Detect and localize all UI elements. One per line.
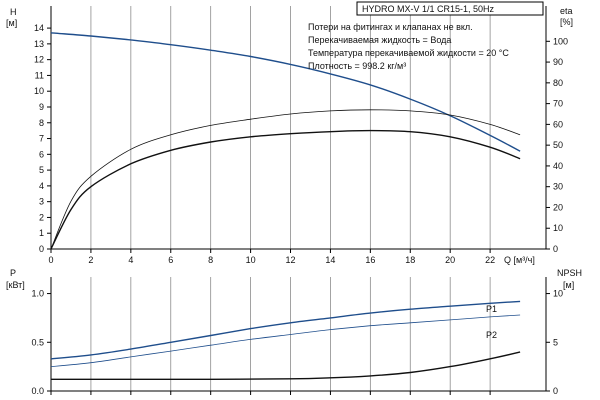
y-right-tick-label: 90 bbox=[553, 57, 563, 67]
y-left-tick-label: 9 bbox=[39, 102, 44, 112]
y-left-tick-label: 5 bbox=[39, 165, 44, 175]
bot-series-line-0 bbox=[50, 300, 521, 360]
y-left-tick-label: 11 bbox=[35, 70, 44, 80]
y-left-tick-label: 0.5 bbox=[31, 337, 44, 347]
eta-axis-label: eta bbox=[560, 6, 573, 16]
x-tick-label: 0 bbox=[48, 255, 53, 265]
x-tick-label: 16 bbox=[365, 255, 375, 265]
head-axis-label: H bbox=[10, 7, 17, 17]
y-right-tick-label: 0 bbox=[553, 244, 558, 254]
y-left-tick-label: 6 bbox=[39, 149, 44, 159]
y-left-tick-label: 12 bbox=[34, 55, 44, 65]
x-tick-label: 20 bbox=[445, 255, 455, 265]
npsh-axis-unit: [м] bbox=[563, 280, 574, 290]
y-left-tick-label: 1 bbox=[39, 228, 44, 238]
eta-axis-unit: [%] bbox=[560, 17, 573, 27]
y-left-tick-label: 14 bbox=[34, 23, 44, 33]
bot-series-line-1 bbox=[50, 314, 521, 367]
y-right-tick-label: 10 bbox=[553, 223, 563, 233]
y-right-tick-label: 40 bbox=[553, 161, 563, 171]
y-left-tick-label: 10 bbox=[34, 86, 44, 96]
y-right-tick-label: 70 bbox=[553, 99, 563, 109]
head-axis-unit: [м] bbox=[6, 18, 17, 28]
y-right-tick-label: 5 bbox=[553, 337, 558, 347]
x-tick-label: 18 bbox=[405, 255, 415, 265]
power-ticks: 0.0 0.5 1.0 0 5 10 bbox=[31, 289, 563, 396]
y-left-tick-label: 4 bbox=[39, 181, 44, 191]
y-left-tick-label: 13 bbox=[34, 39, 44, 49]
top-series-line-0 bbox=[50, 32, 521, 152]
x-tick-label: 2 bbox=[88, 255, 93, 265]
top-series-line-2 bbox=[50, 129, 521, 250]
x-tick-label: 12 bbox=[286, 255, 296, 265]
flow-axis-label: Q [м³/ч] bbox=[504, 255, 535, 265]
power-npsh-panel: 0.0 0.5 1.0 0 5 10 P [кВт] NPSH [м] P1 P2 bbox=[6, 268, 582, 396]
y-right-tick-label: 10 bbox=[553, 289, 563, 299]
pump-title: HYDRO MX-V 1/1 CR15-1, 50Hz bbox=[362, 4, 495, 14]
y-left-tick-label: 0.0 bbox=[31, 386, 44, 396]
x-tick-label: 14 bbox=[325, 255, 335, 265]
note-line: Температура перекачиваемой жидкости = 20… bbox=[308, 48, 509, 58]
y-right-tick-label: 80 bbox=[553, 78, 563, 88]
y-right-tick-label: 100 bbox=[553, 36, 568, 46]
series-label-p1: P1 bbox=[486, 304, 497, 314]
y-right-tick-label: 60 bbox=[553, 119, 563, 129]
top-series-line-1 bbox=[50, 109, 521, 250]
pump-title-box bbox=[356, 1, 544, 16]
y-left-tick-label: 2 bbox=[39, 212, 44, 222]
performance-series bbox=[50, 32, 521, 250]
power-axis-unit: [кВт] bbox=[6, 280, 25, 290]
conditions-notes: Потери на фитингах и клапанах не вкл. Пе… bbox=[308, 22, 509, 71]
performance-ticks: 0 2 4 6 8 10 12 14 16 18 20 22012345678910111213140… bbox=[34, 23, 568, 265]
note-line: Потери на фитингах и клапанах не вкл. bbox=[308, 22, 473, 32]
x-tick-label: 22 bbox=[485, 255, 495, 265]
npsh-axis-label: NPSH bbox=[557, 268, 582, 278]
y-left-tick-label: 1.0 bbox=[31, 289, 44, 299]
series-label-p2: P2 bbox=[486, 330, 497, 340]
x-tick-label: 6 bbox=[168, 255, 173, 265]
y-right-tick-label: 20 bbox=[553, 202, 563, 212]
performance-grid bbox=[90, 6, 491, 249]
y-right-tick-label: 30 bbox=[553, 182, 563, 192]
performance-panel: 0 2 4 6 8 10 12 14 16 18 20 22012345678910111213140… bbox=[6, 1, 573, 265]
y-right-tick-label: 0 bbox=[553, 386, 558, 396]
x-tick-label: 4 bbox=[128, 255, 133, 265]
y-left-tick-label: 0 bbox=[39, 244, 44, 254]
y-left-tick-label: 8 bbox=[39, 118, 44, 128]
power-axis-label: P bbox=[10, 268, 16, 278]
y-right-tick-label: 50 bbox=[553, 140, 563, 150]
note-line: Плотность = 998.2 кг/м³ bbox=[308, 61, 406, 71]
x-tick-label: 10 bbox=[246, 255, 256, 265]
y-left-tick-label: 7 bbox=[39, 134, 44, 144]
bot-series-line-2 bbox=[51, 351, 521, 381]
note-line: Перекачиваемая жидкость = Вода bbox=[308, 35, 451, 45]
power-grid bbox=[90, 277, 491, 391]
power-series bbox=[50, 300, 521, 381]
x-tick-label: 8 bbox=[208, 255, 213, 265]
y-left-tick-label: 3 bbox=[39, 197, 44, 207]
